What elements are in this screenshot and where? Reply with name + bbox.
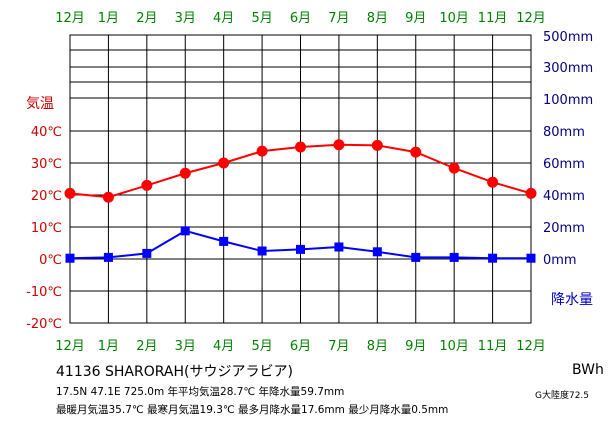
- month-label-bottom: 5月: [251, 339, 272, 354]
- climate-type: BWh: [572, 362, 604, 378]
- right-tick-label: 0mm: [543, 253, 577, 268]
- temperature-point: [64, 187, 76, 199]
- temperature-point: [525, 187, 537, 199]
- temperature-point: [487, 176, 499, 188]
- left-tick-label: -10℃: [26, 285, 62, 300]
- temperature-point: [102, 191, 114, 203]
- month-label-top: 6月: [290, 11, 311, 26]
- month-label-bottom: 2月: [136, 339, 157, 354]
- station-title: 41136 SHARORAH(サウジアラビア): [56, 364, 293, 380]
- precipitation-point: [257, 246, 267, 256]
- month-label-bottom: 11月: [478, 339, 508, 354]
- left-tick-label: 0℃: [39, 253, 62, 268]
- left-tick-label: 40℃: [31, 125, 62, 140]
- month-label-bottom: 12月: [55, 339, 85, 354]
- month-label-top: 5月: [251, 11, 272, 26]
- temperature-point: [448, 162, 460, 174]
- temperature-point: [295, 141, 306, 153]
- month-label-bottom: 7月: [328, 339, 349, 354]
- month-label-top: 4月: [213, 11, 234, 26]
- right-tick-label: 500mm: [543, 30, 593, 45]
- precipitation-point: [219, 236, 229, 246]
- month-label-top: 7月: [328, 11, 349, 26]
- left-tick-label: -20℃: [26, 317, 62, 332]
- precipitation-point: [411, 252, 421, 262]
- station-location-summary: 17.5N 47.1E 725.0m 年平均気温28.7℃ 年降水量59.7mm: [56, 386, 345, 398]
- precipitation-point: [142, 248, 152, 258]
- left-axis-title: 気温: [26, 96, 54, 112]
- month-label-bottom: 12月: [516, 339, 546, 354]
- precipitation-point: [488, 253, 498, 263]
- month-label-top: 12月: [516, 11, 546, 26]
- right-tick-label: 100mm: [543, 93, 593, 108]
- month-label-top: 12月: [55, 11, 85, 26]
- right-tick-label: 20mm: [543, 221, 585, 236]
- precipitation-point: [372, 247, 382, 257]
- temperature-point: [218, 157, 230, 169]
- station-extremes-summary: 最暖月気温35.7℃ 最寒月気温19.3℃ 最多月降水量17.6mm 最少月降水…: [56, 404, 449, 416]
- temperature-point: [141, 179, 153, 191]
- temperature-point: [333, 139, 345, 151]
- left-tick-label: 10℃: [31, 221, 62, 236]
- right-tick-label: 40mm: [543, 189, 585, 204]
- month-label-bottom: 9月: [405, 339, 426, 354]
- month-label-top: 3月: [175, 11, 196, 26]
- month-label-top: 1月: [98, 11, 119, 26]
- month-label-bottom: 10月: [439, 339, 469, 354]
- precipitation-point: [180, 226, 190, 236]
- right-tick-label: 300mm: [543, 61, 593, 76]
- left-tick-label: 20℃: [31, 189, 62, 204]
- continentality-index: G大陸度72.5: [535, 391, 590, 401]
- right-tick-label: 60mm: [543, 157, 585, 172]
- month-label-top: 11月: [478, 11, 508, 26]
- temperature-point: [410, 146, 422, 158]
- month-label-bottom: 4月: [213, 339, 234, 354]
- precipitation-point: [449, 252, 459, 262]
- month-label-top: 9月: [405, 11, 426, 26]
- month-label-bottom: 6月: [290, 339, 311, 354]
- precipitation-point: [334, 242, 344, 252]
- month-label-bottom: 8月: [367, 339, 388, 354]
- temperature-point: [371, 139, 383, 151]
- temperature-point: [256, 145, 268, 157]
- precipitation-point: [526, 253, 536, 263]
- month-label-top: 2月: [136, 11, 157, 26]
- month-label-top: 10月: [439, 11, 469, 26]
- precipitation-point: [296, 244, 305, 254]
- month-label-bottom: 3月: [175, 339, 196, 354]
- month-label-bottom: 1月: [98, 339, 119, 354]
- precipitation-point: [103, 252, 113, 262]
- right-axis-title: 降水量: [551, 292, 593, 308]
- precipitation-point: [65, 253, 75, 263]
- month-label-top: 8月: [367, 11, 388, 26]
- left-tick-label: 30℃: [31, 157, 62, 172]
- right-tick-label: 80mm: [543, 125, 585, 140]
- temperature-point: [179, 167, 191, 179]
